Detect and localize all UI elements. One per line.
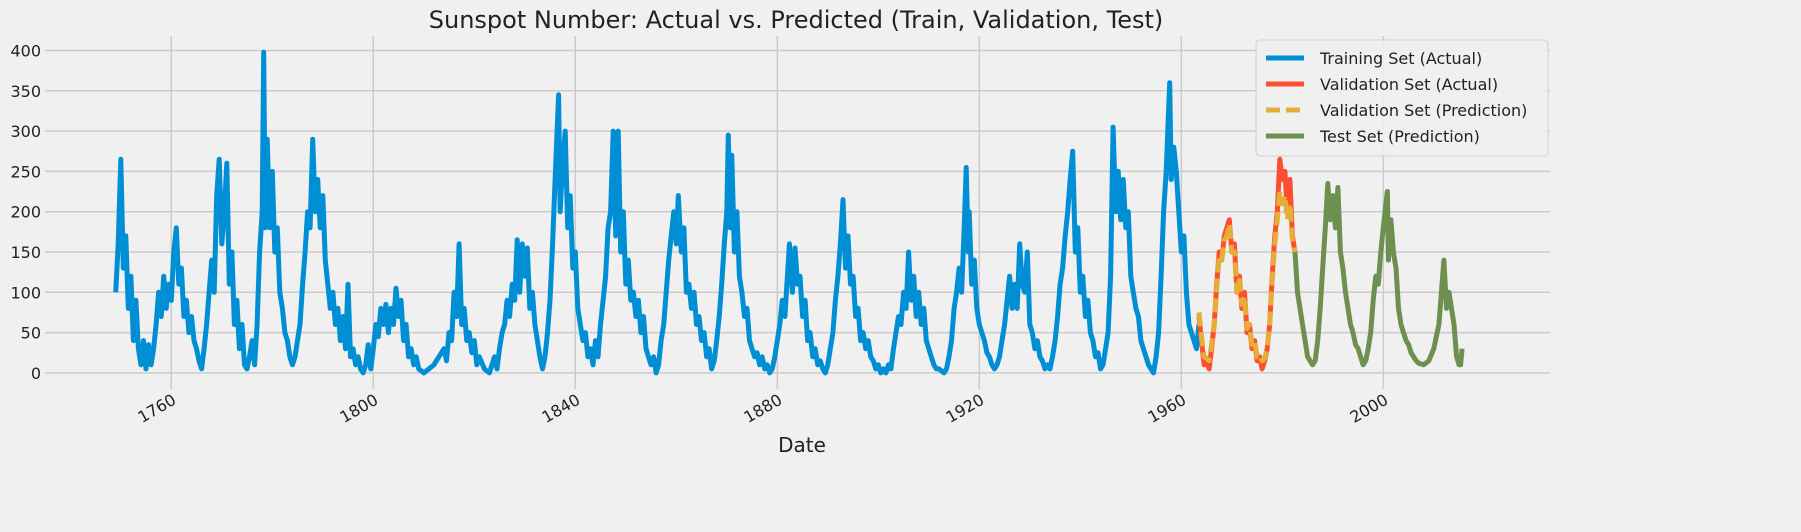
x-tick-label: 1880 [741,390,786,427]
legend-label: Test Set (Prediction) [1319,127,1480,146]
legend-label: Validation Set (Actual) [1320,75,1498,94]
y-tick-label: 0 [31,364,41,383]
y-tick-label: 100 [10,283,41,302]
y-tick-label: 200 [10,203,41,222]
series-line [1292,181,1465,368]
y-tick-label: 350 [10,82,41,101]
y-tick-label: 250 [10,162,41,181]
series-line [1196,156,1298,372]
legend: Training Set (Actual) Validation Set (Act… [1255,39,1549,157]
x-tick-label: 1800 [337,390,382,427]
x-axis-label: Date [778,433,826,457]
series-line [113,49,1202,376]
x-tick-label: 1760 [134,390,179,427]
legend-box [1255,39,1549,157]
x-tick-label: 1920 [943,390,988,427]
y-tick-label: 300 [10,122,41,141]
legend-label: Training Set (Actual) [1319,49,1482,68]
y-tick-label: 50 [21,324,41,343]
y-tick-label: 400 [10,42,41,61]
y-tick-label: 150 [10,243,41,262]
x-tick-label: 2000 [1347,390,1392,427]
x-tick-label: 1840 [539,390,584,427]
x-tick-label: 1960 [1145,390,1190,427]
series-line [1196,189,1298,364]
legend-label: Validation Set (Prediction) [1320,101,1527,120]
chart-title: Sunspot Number: Actual vs. Predicted (Tr… [429,6,1164,34]
